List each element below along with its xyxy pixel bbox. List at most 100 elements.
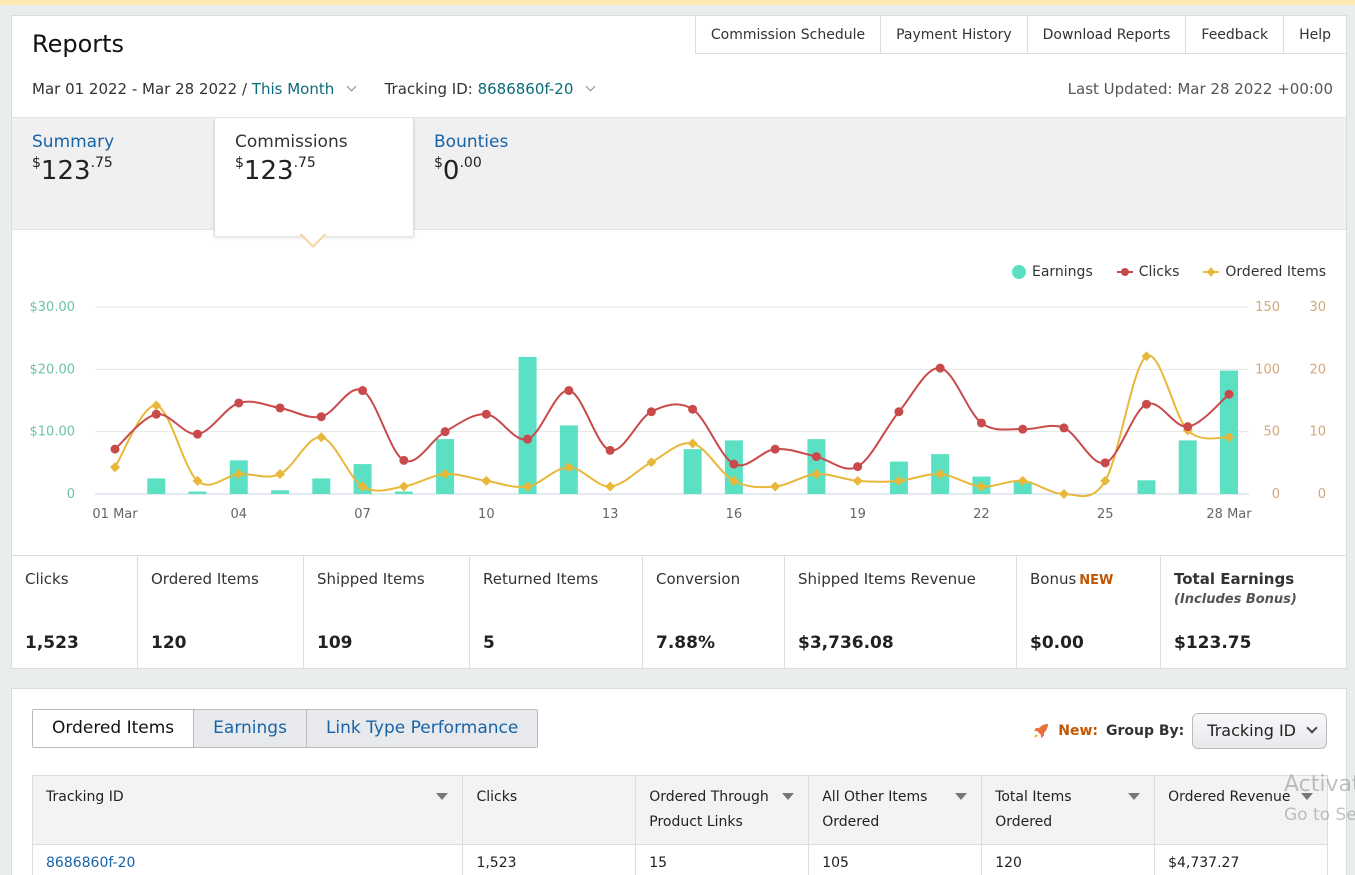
commission-schedule-link[interactable]: Commission Schedule	[694, 16, 881, 54]
col-ordered-through-links[interactable]: Ordered Through Product Links	[635, 775, 810, 845]
clicks-point	[1100, 458, 1110, 468]
clicks-point	[1141, 399, 1151, 409]
cell-total-items: 120	[981, 844, 1156, 875]
ordered-items-point	[852, 475, 863, 486]
ordered-items-point	[357, 481, 368, 492]
date-range: Mar 01 2022 - Mar 28 2022	[32, 80, 238, 98]
earnings-bar	[1178, 440, 1197, 494]
ordered-items-point	[1100, 475, 1111, 486]
group-by-dropdown[interactable]: Tracking ID	[1192, 713, 1327, 749]
clicks-point	[1059, 423, 1069, 433]
report-table-panel: Ordered Items Earnings Link Type Perform…	[11, 688, 1347, 875]
left-axis-tick: $20.00	[30, 362, 76, 377]
clicks-point	[729, 459, 739, 469]
clicks-point	[770, 444, 780, 454]
earnings-bar	[147, 478, 166, 494]
report-table: Tracking ID Clicks Ordered Through Produ…	[31, 775, 1328, 875]
chart-svg: 0 0 0 $10.00 50 10 $20.00 100 20 $30.00 150 30 01 Ma…	[30, 300, 1327, 522]
clicks-point	[358, 386, 368, 396]
ordered-items-point	[275, 469, 286, 480]
cell-tracking-id[interactable]: 8686860f-20	[31, 844, 464, 875]
clicks-point	[151, 409, 161, 419]
sort-caret-icon[interactable]	[782, 793, 795, 800]
clicks-point	[935, 363, 945, 373]
stat-value: 109	[317, 633, 353, 653]
stat-label: Total Earnings	[1174, 570, 1295, 588]
summary-amount: $123.75	[32, 155, 113, 186]
top-nav: Commission Schedule Payment History Down…	[694, 16, 1346, 54]
clicks-point	[110, 444, 120, 454]
tab-summary[interactable]: Summary $123.75	[12, 118, 214, 231]
tab-earnings[interactable]: Earnings	[193, 710, 306, 747]
group-by-value: Tracking ID	[1207, 721, 1296, 740]
bounties-amount: $0.00	[434, 155, 482, 186]
clicks-point	[523, 434, 533, 444]
new-badge: NEW	[1079, 573, 1114, 588]
ordered-items-point	[605, 481, 616, 492]
commissions-amount: $123.75	[235, 155, 316, 186]
x-axis-tick: 19	[849, 507, 866, 522]
stat-clicks: Clicks 1,523	[12, 556, 138, 670]
stat-label: Ordered Items	[151, 570, 259, 588]
earnings-bar	[683, 449, 702, 494]
stat-label: Returned Items	[483, 570, 599, 588]
clicks-point	[811, 452, 821, 462]
earnings-bar	[394, 491, 413, 494]
ordered-items-point	[522, 481, 533, 492]
clicks-point	[234, 398, 244, 408]
payment-history-link[interactable]: Payment History	[880, 16, 1027, 54]
ordered-items-point	[770, 481, 781, 492]
clicks-point	[316, 412, 326, 422]
ordered-items-point	[687, 438, 698, 449]
page-title: Reports	[32, 30, 125, 58]
clicks-point	[853, 462, 863, 472]
legend-clicks[interactable]: Clicks	[1116, 264, 1179, 280]
rocket-icon	[1034, 724, 1049, 738]
clicks-point	[894, 407, 904, 417]
tab-commissions-label: Commissions	[235, 132, 348, 152]
col-all-other-items[interactable]: All Other Items Ordered	[808, 775, 983, 845]
clicks-point	[481, 409, 491, 419]
earnings-bar	[312, 478, 331, 494]
legend-ordered-items[interactable]: Ordered Items	[1203, 264, 1326, 280]
tab-link-type-performance[interactable]: Link Type Performance	[305, 710, 538, 747]
col-total-items[interactable]: Total Items Ordered	[981, 775, 1156, 845]
legend-earnings[interactable]: Earnings	[1011, 264, 1093, 280]
feedback-link[interactable]: Feedback	[1185, 16, 1284, 54]
tab-ordered-items[interactable]: Ordered Items	[33, 710, 194, 747]
earnings-bar	[271, 490, 290, 494]
chevron-down-icon	[585, 81, 596, 92]
help-link[interactable]: Help	[1283, 16, 1346, 54]
tab-bounties[interactable]: Bounties $0.00	[414, 118, 614, 231]
stat-sublabel: (Includes Bonus)	[1174, 592, 1297, 607]
ordered-items-point	[398, 481, 409, 492]
tab-summary-label: Summary	[32, 132, 115, 152]
stat-ordered-items: Ordered Items 120	[138, 556, 304, 670]
col-ordered-revenue[interactable]: Ordered Revenue	[1154, 775, 1328, 845]
stat-value: $0.00	[1030, 633, 1084, 653]
filter-row: Mar 01 2022 - Mar 28 2022 / This Month T…	[32, 80, 596, 98]
tab-bounties-label: Bounties	[434, 132, 509, 152]
ordered-items-point	[440, 469, 451, 480]
x-axis-tick: 22	[973, 507, 990, 522]
new-label: New:	[1058, 723, 1098, 739]
tab-commissions[interactable]: Commissions $123.75	[214, 118, 414, 236]
reports-panel: Reports Commission Schedule Payment Hist…	[11, 15, 1347, 670]
ordered-items-point	[110, 462, 120, 473]
col-tracking-id[interactable]: Tracking ID	[31, 775, 464, 845]
table-header-row: Tracking ID Clicks Ordered Through Produ…	[31, 775, 1328, 845]
ordered-items-point	[1058, 489, 1069, 499]
download-reports-link[interactable]: Download Reports	[1026, 16, 1186, 54]
sort-caret-icon[interactable]	[955, 793, 968, 800]
tracking-id-selector[interactable]: Tracking ID: 8686860f-20	[385, 80, 596, 98]
sort-caret-icon[interactable]	[1301, 793, 1313, 800]
date-range-selector[interactable]: Mar 01 2022 - Mar 28 2022 / This Month	[32, 80, 360, 98]
clicks-point	[193, 429, 203, 439]
col-clicks[interactable]: Clicks	[462, 775, 637, 845]
earnings-bar	[559, 425, 578, 494]
sort-caret-icon[interactable]	[436, 793, 449, 800]
stat-value: 5	[483, 633, 495, 653]
left-axis-tick: $30.00	[30, 300, 76, 315]
right-axis-tick: 10	[1309, 425, 1326, 440]
sort-caret-icon[interactable]	[1128, 793, 1141, 800]
